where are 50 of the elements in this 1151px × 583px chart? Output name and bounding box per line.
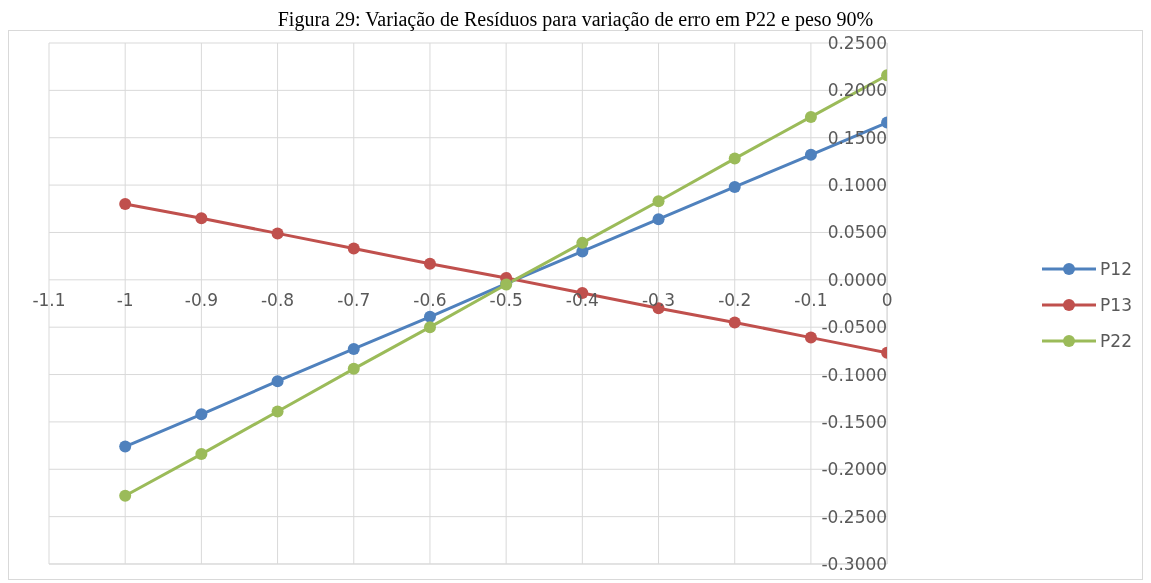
point <box>728 316 741 329</box>
y-tick-label: -0.0500 <box>821 317 888 338</box>
y-tick-label: -0.2000 <box>821 459 888 480</box>
legend-label: P13 <box>1100 294 1132 317</box>
x-tick-label: -0.5 <box>489 289 523 310</box>
y-tick-label: 0.0000 <box>827 269 888 290</box>
x-tick-label: -1 <box>116 289 134 310</box>
x-tick-label: -1.1 <box>32 289 66 310</box>
point <box>347 362 360 375</box>
x-tick-label: -0.2 <box>718 289 752 310</box>
point <box>119 198 132 211</box>
point <box>652 195 665 208</box>
x-tick-label: -0.7 <box>337 289 371 310</box>
point <box>195 212 208 225</box>
point <box>804 110 817 123</box>
point <box>195 448 208 461</box>
point <box>728 180 741 193</box>
point <box>804 331 817 344</box>
point <box>652 213 665 226</box>
point <box>347 242 360 255</box>
point <box>271 375 284 388</box>
point <box>271 405 284 418</box>
legend-label: P12 <box>1100 258 1132 281</box>
y-tick-label: -0.1000 <box>821 364 888 385</box>
point <box>271 227 284 240</box>
y-tick-label: 0.0500 <box>827 222 888 243</box>
x-tick-label: 0 <box>881 289 893 310</box>
y-tick-label: -0.2500 <box>821 506 888 527</box>
chart-title: Figura 29: Variação de Resíduos para variação de erro em P22 e peso 90% <box>276 8 875 30</box>
point <box>423 257 436 270</box>
point <box>423 310 436 323</box>
x-tick-label: -0.3 <box>641 289 676 310</box>
y-tick-label: 0.1000 <box>827 175 888 196</box>
point <box>576 236 589 249</box>
point <box>119 440 132 453</box>
x-tick-label: -0.9 <box>184 289 218 310</box>
x-tick-label: -0.6 <box>413 289 447 310</box>
x-tick-label: -0.1 <box>794 289 828 310</box>
point <box>119 489 132 502</box>
point <box>423 321 436 334</box>
y-tick-label: 0.2500 <box>827 33 888 53</box>
point <box>347 342 360 355</box>
y-tick-label: -0.3000 <box>821 554 888 574</box>
x-tick-label: -0.8 <box>260 289 295 310</box>
point <box>195 408 208 421</box>
point <box>804 148 817 161</box>
y-tick-label: -0.1500 <box>821 411 888 432</box>
legend-label: P22 <box>1100 330 1132 353</box>
x-tick-label: -0.4 <box>565 289 599 310</box>
point <box>728 152 741 165</box>
